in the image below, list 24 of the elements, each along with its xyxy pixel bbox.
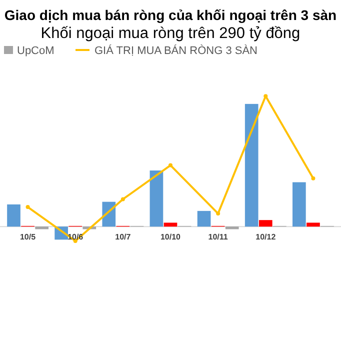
x-tick-label: 10/12 (256, 232, 276, 242)
x-tick-label: 10/7 (115, 232, 132, 242)
bar (150, 170, 164, 227)
x-tick-label: 10/5 (20, 232, 36, 242)
point (311, 176, 316, 180)
bar (225, 226, 239, 230)
bar (197, 210, 211, 227)
point (26, 205, 30, 210)
legend-label: GIÁ TRỊ MUA BÁN RÒNG 3 SÀN (94, 44, 258, 57)
x-tick-label: 10/11 (208, 232, 228, 242)
bar (164, 222, 178, 227)
chart-subtitle: Khối ngoại mua ròng trên 290 tỷ đồng (40, 25, 300, 42)
bar (35, 226, 48, 230)
bar (7, 204, 20, 227)
x-tick-label: 10/10 (160, 232, 182, 242)
bar (306, 222, 320, 227)
point (216, 212, 220, 216)
chart-title: Giao dịch mua bán ròng của khối ngoại trên 3 sàn (4, 7, 337, 23)
bar (292, 182, 306, 227)
point (168, 163, 172, 168)
bar (244, 104, 258, 227)
bar (258, 220, 272, 227)
legend-label: UpCoM (17, 45, 54, 57)
point (120, 197, 125, 202)
